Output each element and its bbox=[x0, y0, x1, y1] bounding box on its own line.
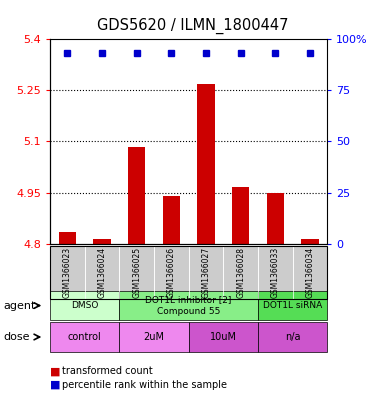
Text: DOT1L siRNA: DOT1L siRNA bbox=[263, 301, 322, 310]
Text: GDS5620 / ILMN_1800447: GDS5620 / ILMN_1800447 bbox=[97, 17, 288, 34]
Text: 2uM: 2uM bbox=[144, 332, 164, 342]
Bar bbox=[162, 196, 180, 244]
Text: percentile rank within the sample: percentile rank within the sample bbox=[62, 380, 227, 390]
Text: GSM1366027: GSM1366027 bbox=[201, 246, 211, 298]
Text: agent: agent bbox=[4, 301, 36, 310]
Bar bbox=[197, 84, 215, 244]
Bar bbox=[128, 147, 145, 244]
Bar bbox=[301, 239, 318, 244]
Text: DMSO: DMSO bbox=[71, 301, 99, 310]
Text: n/a: n/a bbox=[285, 332, 300, 342]
Text: dose: dose bbox=[4, 332, 30, 342]
Text: GSM1366028: GSM1366028 bbox=[236, 247, 245, 298]
Bar bbox=[266, 193, 284, 244]
Text: ■: ■ bbox=[50, 380, 60, 390]
Text: transformed count: transformed count bbox=[62, 366, 152, 376]
Text: DOT1L inhibitor [2]
Compound 55: DOT1L inhibitor [2] Compound 55 bbox=[146, 296, 232, 316]
Bar bbox=[232, 187, 249, 244]
Text: GSM1366025: GSM1366025 bbox=[132, 246, 141, 298]
Text: GSM1366034: GSM1366034 bbox=[305, 246, 315, 298]
Bar bbox=[59, 232, 76, 244]
Text: ■: ■ bbox=[50, 366, 60, 376]
Text: control: control bbox=[68, 332, 102, 342]
Text: GSM1366033: GSM1366033 bbox=[271, 246, 280, 298]
Text: GSM1366024: GSM1366024 bbox=[97, 246, 107, 298]
Text: 10uM: 10uM bbox=[210, 332, 237, 342]
Bar bbox=[93, 239, 111, 244]
Text: GSM1366023: GSM1366023 bbox=[63, 246, 72, 298]
Text: GSM1366026: GSM1366026 bbox=[167, 246, 176, 298]
